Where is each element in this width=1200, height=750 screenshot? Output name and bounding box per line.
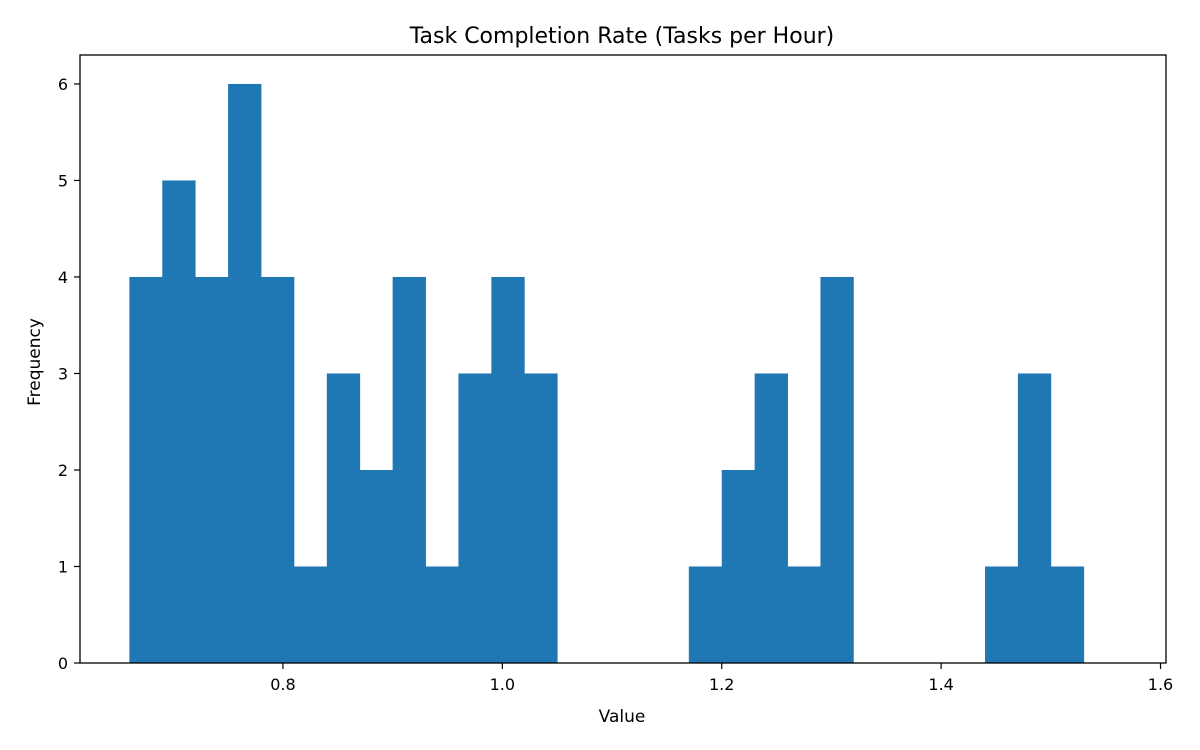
x-axis-label: Value [599, 707, 646, 727]
y-tick-label: 3 [58, 364, 68, 383]
y-tick-label: 0 [58, 654, 68, 673]
histogram-bar [425, 566, 459, 663]
histogram-bar [1050, 566, 1085, 663]
histogram-bar [985, 566, 1019, 663]
x-tick-label: 1.6 [1148, 675, 1173, 694]
y-axis-label: Frequency [25, 318, 45, 406]
histogram-bar [1017, 373, 1052, 663]
histogram-bar [754, 373, 788, 663]
histogram-bar [228, 83, 262, 663]
histogram-bar [162, 180, 196, 663]
histogram-bar [820, 276, 854, 663]
y-tick-label: 1 [58, 557, 68, 576]
histogram-bar [359, 469, 394, 663]
histogram-bar [261, 276, 295, 663]
y-tick-label: 6 [58, 75, 68, 94]
x-tick-label: 0.8 [270, 675, 295, 694]
histogram-bar [688, 566, 723, 663]
histogram-bar [491, 276, 525, 663]
y-ticks-group: 0 1 2 3 4 5 6 [58, 75, 80, 673]
histogram-bar [195, 276, 229, 663]
histogram-bar [787, 566, 821, 663]
histogram-bar [326, 373, 361, 663]
plot-frame [79, 54, 1167, 664]
histogram-bar [293, 566, 328, 663]
y-tick-label: 4 [58, 268, 68, 287]
histogram-bar [458, 373, 492, 663]
x-tick-label: 1.0 [490, 675, 515, 694]
y-tick-label: 5 [58, 171, 68, 190]
x-tick-label: 1.2 [709, 675, 734, 694]
chart-title: Task Completion Rate (Tasks per Hour) [409, 24, 835, 49]
x-ticks-group: 0.8 1.0 1.2 1.4 1.6 [270, 663, 1173, 694]
histogram-bar [721, 469, 756, 663]
bars-group [129, 83, 1085, 663]
x-tick-label: 1.4 [928, 675, 953, 694]
histogram-bar [129, 276, 163, 663]
histogram-bar [392, 276, 426, 663]
histogram-bar [524, 373, 558, 663]
y-tick-label: 2 [58, 461, 68, 480]
